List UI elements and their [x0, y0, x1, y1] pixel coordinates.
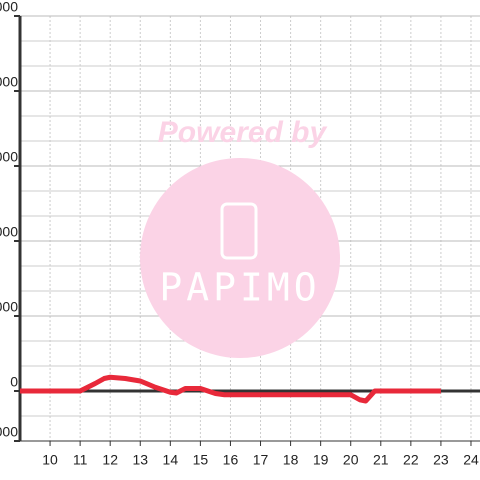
x-tick-label: 15 — [193, 452, 209, 468]
x-tick-label: 17 — [253, 452, 269, 468]
y-tick-label: 60,000 — [0, 224, 18, 240]
x-tick-label: 19 — [313, 452, 329, 468]
watermark-text: Powered by — [158, 116, 328, 149]
x-tick-label: 11 — [73, 452, 88, 468]
y-tick-label: 120,000 — [0, 74, 18, 90]
x-tick-label: 16 — [223, 452, 239, 468]
x-tick-label: 21 — [373, 452, 389, 468]
y-tick-label: -20,000 — [0, 424, 18, 440]
x-tick-label: 24 — [463, 452, 479, 468]
x-tick-label: 10 — [42, 452, 58, 468]
y-tick-label: 30,000 — [0, 299, 18, 315]
x-tick-label: 18 — [283, 452, 299, 468]
x-tick-label: 12 — [102, 452, 118, 468]
x-tick-label: 14 — [163, 452, 179, 468]
watermark-phone — [220, 202, 258, 260]
y-tick-label: 90,000 — [0, 149, 18, 165]
y-tick-label: 150,000 — [0, 0, 18, 15]
line-series — [20, 374, 441, 404]
x-tick-label: 22 — [403, 452, 419, 468]
x-tick-label: 13 — [132, 452, 148, 468]
x-tick-label: 20 — [343, 452, 359, 468]
watermark-logo: PAPIMO — [159, 266, 320, 310]
x-tick-label: 23 — [433, 452, 449, 468]
y-tick-label: 0 — [10, 374, 18, 390]
